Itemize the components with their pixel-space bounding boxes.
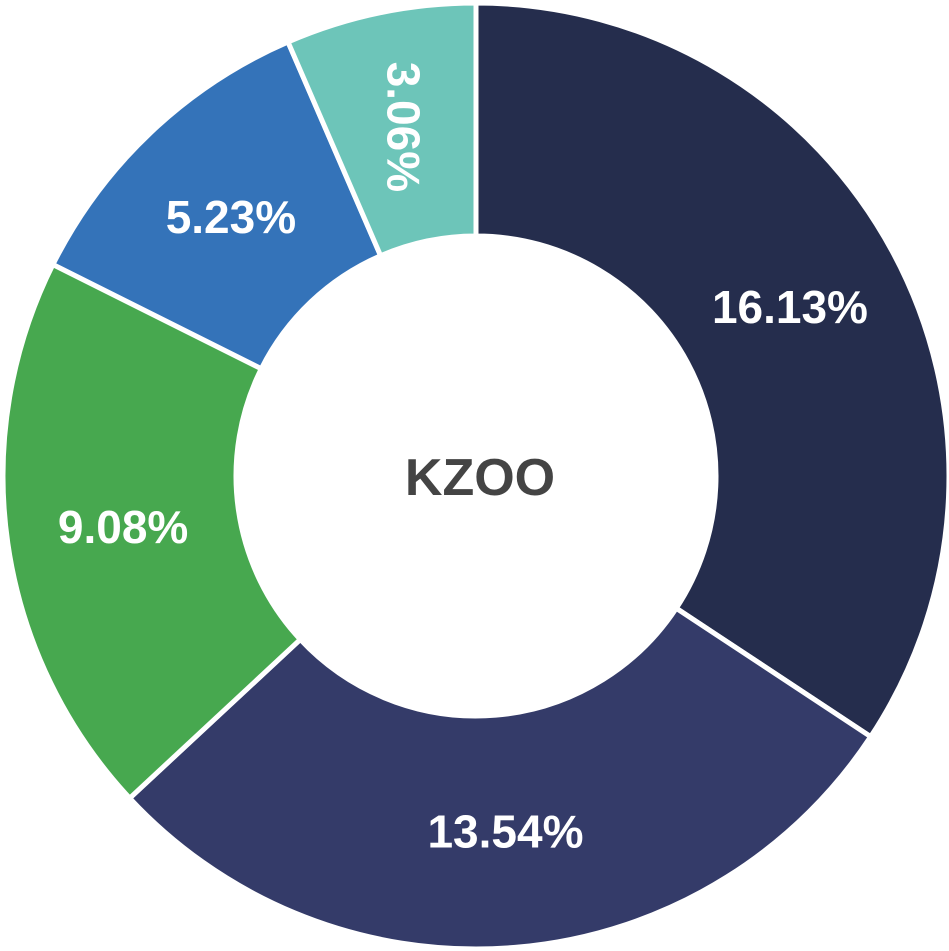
center-label: KZOO xyxy=(405,449,555,507)
donut-slice xyxy=(126,604,875,951)
donut-slice xyxy=(473,0,949,741)
value-label: 9.08% xyxy=(58,501,188,553)
value-label: 13.54% xyxy=(427,805,583,857)
value-label: 16.13% xyxy=(712,281,868,333)
donut-slice xyxy=(49,38,384,373)
donut-slice xyxy=(284,0,479,260)
value-label: 3.06% xyxy=(378,62,430,192)
donut-slice xyxy=(0,261,304,802)
value-label: 5.23% xyxy=(166,191,296,243)
